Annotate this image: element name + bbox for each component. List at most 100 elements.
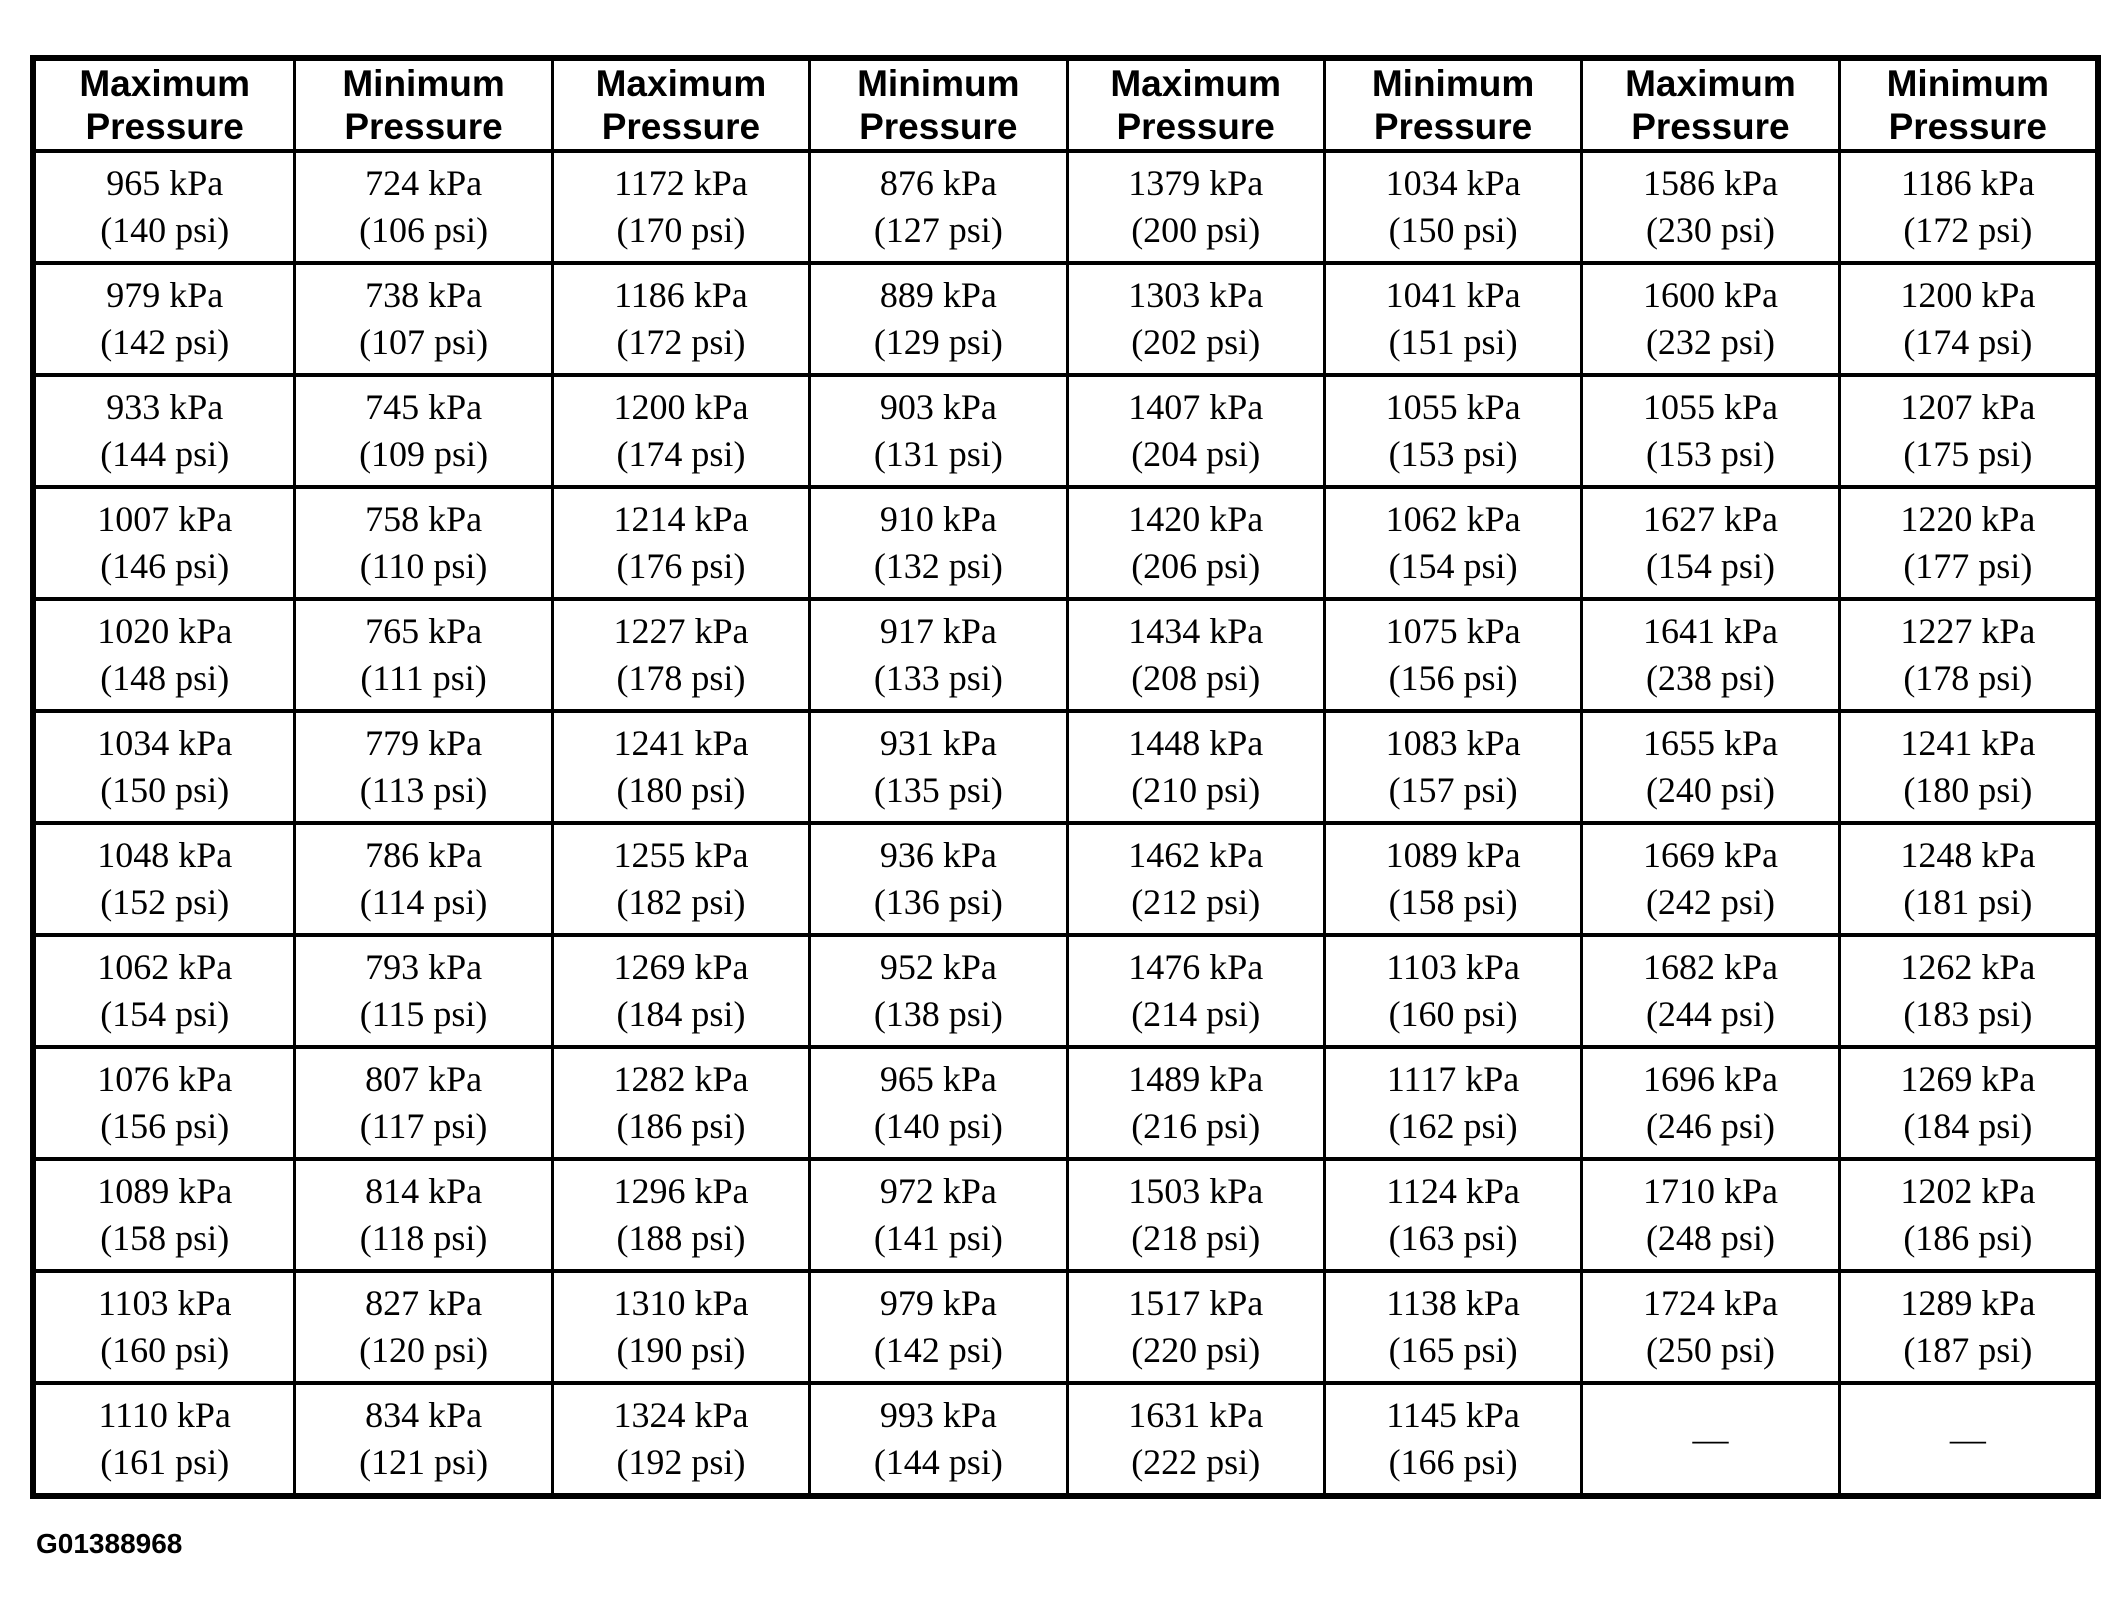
kpa-value: 738 kPa [365,275,483,315]
data-cell: 1089 kPa (158 psi) [1322,821,1581,933]
data-cell: 1248 kPa (181 psi) [1837,821,2095,933]
data-cell: — [1580,1381,1838,1493]
data-cell: 758 kPa (110 psi) [293,485,551,597]
psi-value: (212 psi) [1131,882,1261,922]
data-cell: 965 kPa (140 psi) [808,1045,1066,1157]
kpa-value: 1303 kPa [1128,275,1264,315]
psi-value: (176 psi) [616,546,746,586]
psi-value: (154 psi) [1388,546,1518,586]
psi-value: (111 psi) [360,658,487,698]
kpa-value: 1227 kPa [613,611,749,651]
data-cell: 827 kPa (120 psi) [293,1269,551,1381]
kpa-value: 993 kPa [879,1395,997,1435]
data-cell: 979 kPa (142 psi) [808,1269,1066,1381]
data-cell: 1241 kPa (180 psi) [1837,709,2095,821]
psi-value: (184 psi) [616,994,746,1034]
psi-value: (180 psi) [616,770,746,810]
psi-value: (232 psi) [1645,322,1775,362]
pressure-table: Maximum Pressure Minimum Pressure Maximum … [30,55,2101,1499]
kpa-value: 1655 kPa [1642,723,1778,763]
psi-value: (158 psi) [1388,882,1518,922]
data-cell: 910 kPa (132 psi) [808,485,1066,597]
kpa-value: 910 kPa [879,499,997,539]
kpa-value: 1083 kPa [1385,723,1521,763]
header-cell: Minimum Pressure [293,61,550,149]
kpa-value: 1586 kPa [1642,163,1778,203]
kpa-value: 917 kPa [879,611,997,651]
kpa-value: 1407 kPa [1128,387,1264,427]
kpa-value: 1041 kPa [1385,275,1521,315]
kpa-value: 1089 kPa [1385,835,1521,875]
data-cell: 1083 kPa (157 psi) [1322,709,1581,821]
data-cell: 1600 kPa (232 psi) [1580,261,1838,373]
psi-value: (150 psi) [1388,210,1518,250]
kpa-value: 1710 kPa [1642,1171,1778,1211]
data-cell: 1227 kPa (178 psi) [550,597,809,709]
kpa-value: 724 kPa [365,163,483,203]
data-cell: 1262 kPa (183 psi) [1837,933,2095,1045]
kpa-value: 1262 kPa [1900,947,2036,987]
data-cell: 1227 kPa (178 psi) [1837,597,2095,709]
data-cell: 1434 kPa (208 psi) [1065,597,1323,709]
psi-value: (250 psi) [1645,1330,1775,1370]
data-cell: 1448 kPa (210 psi) [1065,709,1323,821]
psi-value: (190 psi) [616,1330,746,1370]
kpa-value: 1202 kPa [1900,1171,2036,1211]
psi-value: (151 psi) [1388,322,1518,362]
psi-value: (153 psi) [1645,434,1775,474]
data-cell: 1641 kPa (238 psi) [1580,597,1838,709]
kpa-value: 936 kPa [879,835,997,875]
kpa-value: 1062 kPa [1385,499,1521,539]
kpa-value: 814 kPa [365,1171,483,1211]
psi-value: (184 psi) [1903,1106,2033,1146]
psi-value: (121 psi) [359,1442,489,1482]
data-cell: 1282 kPa (186 psi) [550,1045,809,1157]
data-cell: 1076 kPa (156 psi) [36,1045,294,1157]
kpa-value: 1103 kPa [97,1283,232,1323]
kpa-value: 1448 kPa [1128,723,1264,763]
data-cell: 889 kPa (129 psi) [808,261,1066,373]
psi-value: (200 psi) [1131,210,1261,250]
figure-id: G01388968 [36,1528,183,1559]
kpa-value: 1289 kPa [1900,1283,2036,1323]
kpa-value: 1489 kPa [1128,1059,1264,1099]
kpa-value: 1296 kPa [613,1171,749,1211]
data-cell: 1489 kPa (216 psi) [1065,1045,1323,1157]
psi-value: (246 psi) [1645,1106,1775,1146]
psi-value: (118 psi) [359,1218,488,1258]
kpa-value: 1220 kPa [1900,499,2036,539]
data-cell: 1117 kPa (162 psi) [1322,1045,1581,1157]
kpa-value: 1462 kPa [1128,835,1264,875]
psi-value: (170 psi) [616,210,746,250]
kpa-value: 1241 kPa [1900,723,2036,763]
psi-value: (156 psi) [1388,658,1518,698]
kpa-value: 1200 kPa [1900,275,2036,315]
kpa-value: 1696 kPa [1642,1059,1778,1099]
kpa-value: 933 kPa [106,387,224,427]
psi-value: (106 psi) [359,210,489,250]
kpa-value: 1172 kPa [614,163,748,203]
data-cell: 1682 kPa (244 psi) [1580,933,1838,1045]
kpa-value: 1282 kPa [613,1059,749,1099]
psi-value: (114 psi) [359,882,488,922]
psi-value: (166 psi) [1388,1442,1518,1482]
kpa-value: 1048 kPa [97,835,233,875]
data-cell: 972 kPa (141 psi) [808,1157,1066,1269]
data-cell: 1200 kPa (174 psi) [550,373,809,485]
data-cell: 1407 kPa (204 psi) [1065,373,1323,485]
data-cell: 793 kPa (115 psi) [293,933,551,1045]
data-cell: 917 kPa (133 psi) [808,597,1066,709]
psi-value: (218 psi) [1131,1218,1261,1258]
kpa-value: 786 kPa [365,835,483,875]
data-cell: 1214 kPa (176 psi) [550,485,809,597]
psi-value: (107 psi) [359,322,489,362]
kpa-value: 1076 kPa [97,1059,233,1099]
psi-value: (131 psi) [873,434,1003,474]
kpa-value: 834 kPa [365,1395,483,1435]
kpa-value: 1075 kPa [1385,611,1521,651]
psi-value: (182 psi) [616,882,746,922]
data-cell: 1710 kPa (248 psi) [1580,1157,1838,1269]
psi-value: (158 psi) [100,1218,230,1258]
psi-value: (174 psi) [1903,322,2033,362]
